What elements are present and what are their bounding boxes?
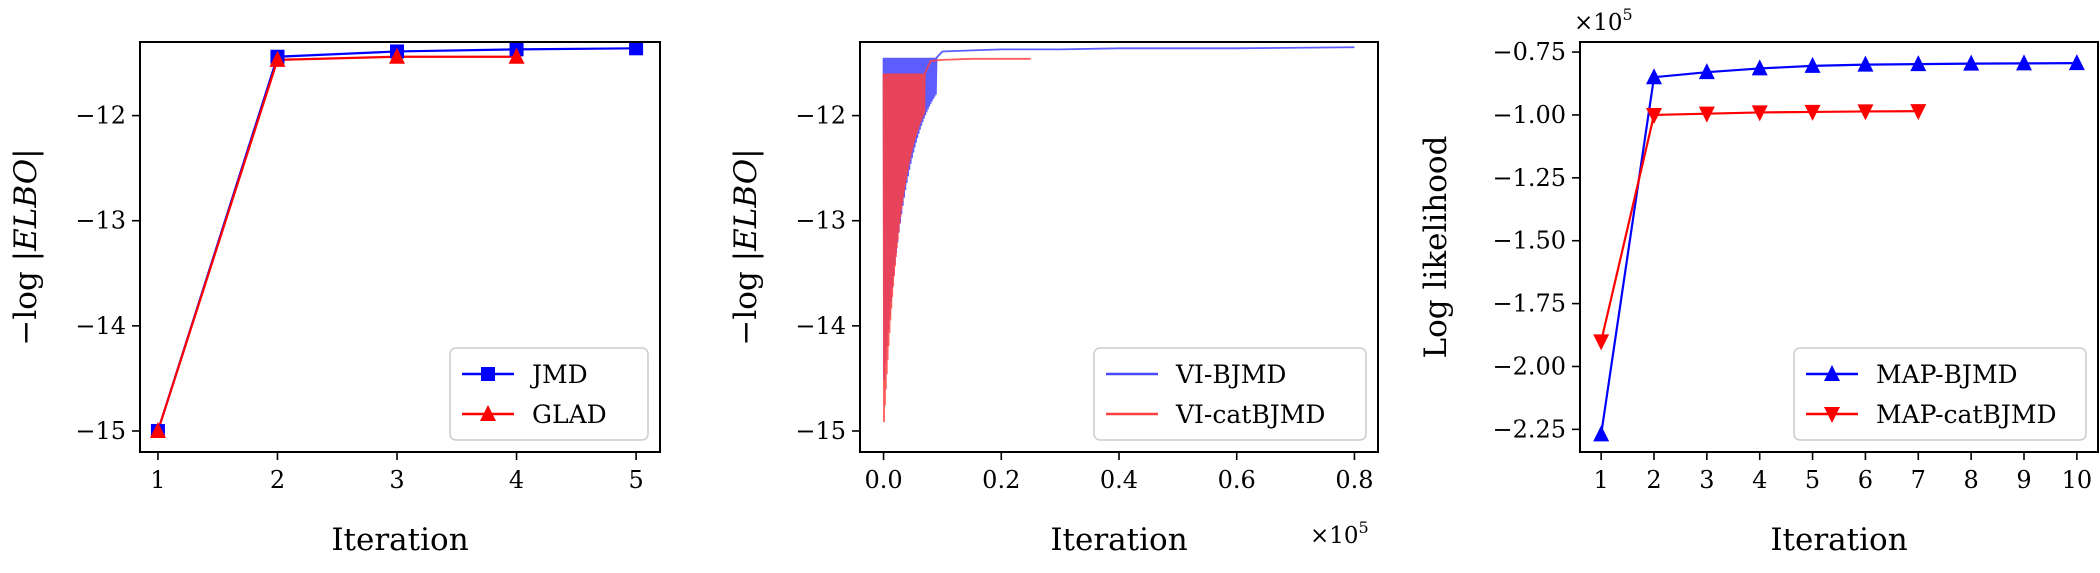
series-line-MAP-catBJMD [1600,110,1919,342]
series-line-GLAD [156,55,517,432]
y-tick-label: −2.25 [1492,415,1566,443]
series-VI-BJMD [882,46,1355,380]
data-point-MAP-catBJMD [1593,334,1610,351]
y-tick-label: −13 [795,207,846,235]
data-point-MAP-BJMD [1804,56,1821,73]
y-axis-label: −log |ELBO| [8,148,44,345]
data-point-GLAD [269,50,286,67]
y-tick-label: −12 [75,102,126,130]
x-multiplier: ×105 [1310,518,1369,549]
x-axis-label: Iteration [1770,522,1907,558]
legend-label-MAP-BJMD: MAP-BJMD [1876,360,2018,389]
chart-panel-1: 1 2 3 4 5 −15 −14 −13 −12 Iteration −log |ELBO| JMD… [8,41,661,558]
legend-label-VI-BJMD: VI-BJMD [1175,360,1286,389]
axes-frame [1579,41,2099,453]
data-point-MAP-BJMD [1963,54,1980,71]
series-VI-catBJMD [882,57,1031,423]
legend: VI-BJMD VI-catBJMD [1093,347,1367,441]
x-tick-label: 0.8 [1335,466,1373,494]
data-point-MAP-BJMD [1593,425,1610,442]
x-tick-label: 2 [270,466,285,494]
chart-panel-3: 1 2 3 4 5 6 7 8 9 10 −2.25 −2.00 −1.75 −1.50 −1.25 −1.0… [1418,5,2099,558]
x-tick-label: 6 [1858,466,1873,494]
data-point-MAP-BJMD [1857,55,1874,72]
data-point-MAP-catBJMD [1698,106,1715,123]
x-tick-label: 2 [1646,466,1661,494]
legend-label-MAP-catBJMD: MAP-catBJMD [1876,400,2057,429]
legend: JMD GLAD [449,347,649,441]
x-tick-label: 3 [1699,466,1714,494]
data-point-MAP-BJMD [1910,55,1927,72]
legend-label-GLAD: GLAD [532,400,607,429]
series-line-MAP-BJMD [1600,62,2077,435]
data-point-MAP-BJMD [2068,54,2085,71]
legend-label-JMD: JMD [529,360,588,389]
series-MAP-catBJMD [1600,110,1919,342]
data-point-GLAD [508,47,525,64]
y-tick-label: −1.00 [1492,101,1566,129]
y-tick-label: −1.75 [1492,290,1566,318]
x-tick-label: 5 [1805,466,1820,494]
y-tick-label: −0.75 [1492,38,1566,66]
x-axis-label: Iteration [331,522,468,558]
legend-box [449,347,649,441]
x-tick-label: 10 [2062,466,2093,494]
y-axis-label: Log likelihood [1418,136,1454,359]
x-tick-label: 0.4 [1100,466,1138,494]
legend-marker-MAP-BJMD [1824,365,1840,381]
data-point-MAP-BJMD [2016,54,2032,71]
x-tick-label: 4 [1752,466,1767,494]
x-tick-label: 0.0 [864,466,902,494]
y-tick-label: −1.50 [1492,227,1566,255]
x-tick-label: 7 [1911,466,1926,494]
data-point-MAP-catBJMD [1910,104,1927,121]
data-point-GLAD [389,47,406,64]
y-tick-label: −14 [795,312,846,340]
y-tick-label: −12 [795,102,846,130]
data-point-MAP-catBJMD [1857,104,1874,121]
legend: MAP-BJMD MAP-catBJMD [1793,347,2087,441]
series-line-VI-catBJMD [882,57,1031,423]
y-tick-label: −15 [795,417,846,445]
plot-area [882,46,1355,423]
legend-marker-JMD [481,367,495,381]
legend-marker-MAP-catBJMD [1824,407,1840,423]
x-tick-label: 1 [1594,466,1609,494]
x-tick-label: 0.2 [982,466,1020,494]
y-tick-label: −13 [75,207,126,235]
data-point-MAP-BJMD [1646,68,1662,85]
legend-box [1793,347,2087,441]
x-tick-label: 0.6 [1218,466,1256,494]
x-tick-label: 4 [509,466,524,494]
x-tick-label: 5 [628,466,643,494]
series-MAP-BJMD [1600,62,2077,435]
data-point-JMD [629,41,644,56]
y-tick-label: −14 [75,312,126,340]
x-axis-label: Iteration [1050,522,1187,558]
x-tick-label: 3 [389,466,404,494]
x-tick-label: 1 [150,466,165,494]
x-tick-label: 8 [1964,466,1979,494]
y-tick-label: −1.25 [1492,164,1566,192]
chart-panel-2: 0.0 0.2 0.4 0.6 0.8 −15 −14 −13 −12 Iteration −log… [728,41,1379,558]
y-tick-label: −2.00 [1492,352,1566,380]
legend-label-VI-catBJMD: VI-catBJMD [1175,400,1325,429]
data-point-MAP-BJMD [1698,63,1715,80]
data-point-MAP-catBJMD [1751,105,1768,122]
series-line-VI-BJMD [882,46,1355,380]
data-point-GLAD [149,421,166,438]
data-point-MAP-catBJMD [1804,104,1821,121]
y-axis-label: −log |ELBO| [728,148,764,345]
data-point-MAP-BJMD [1751,59,1768,76]
series-GLAD [156,55,517,432]
x-tick-label: 9 [2016,466,2031,494]
axes-frame [139,41,661,453]
legend-marker-GLAD [480,405,496,421]
legend-box [1093,347,1367,441]
data-point-MAP-catBJMD [1646,107,1662,124]
y-tick-label: −15 [75,417,126,445]
y-multiplier: ×105 [1574,5,1633,36]
